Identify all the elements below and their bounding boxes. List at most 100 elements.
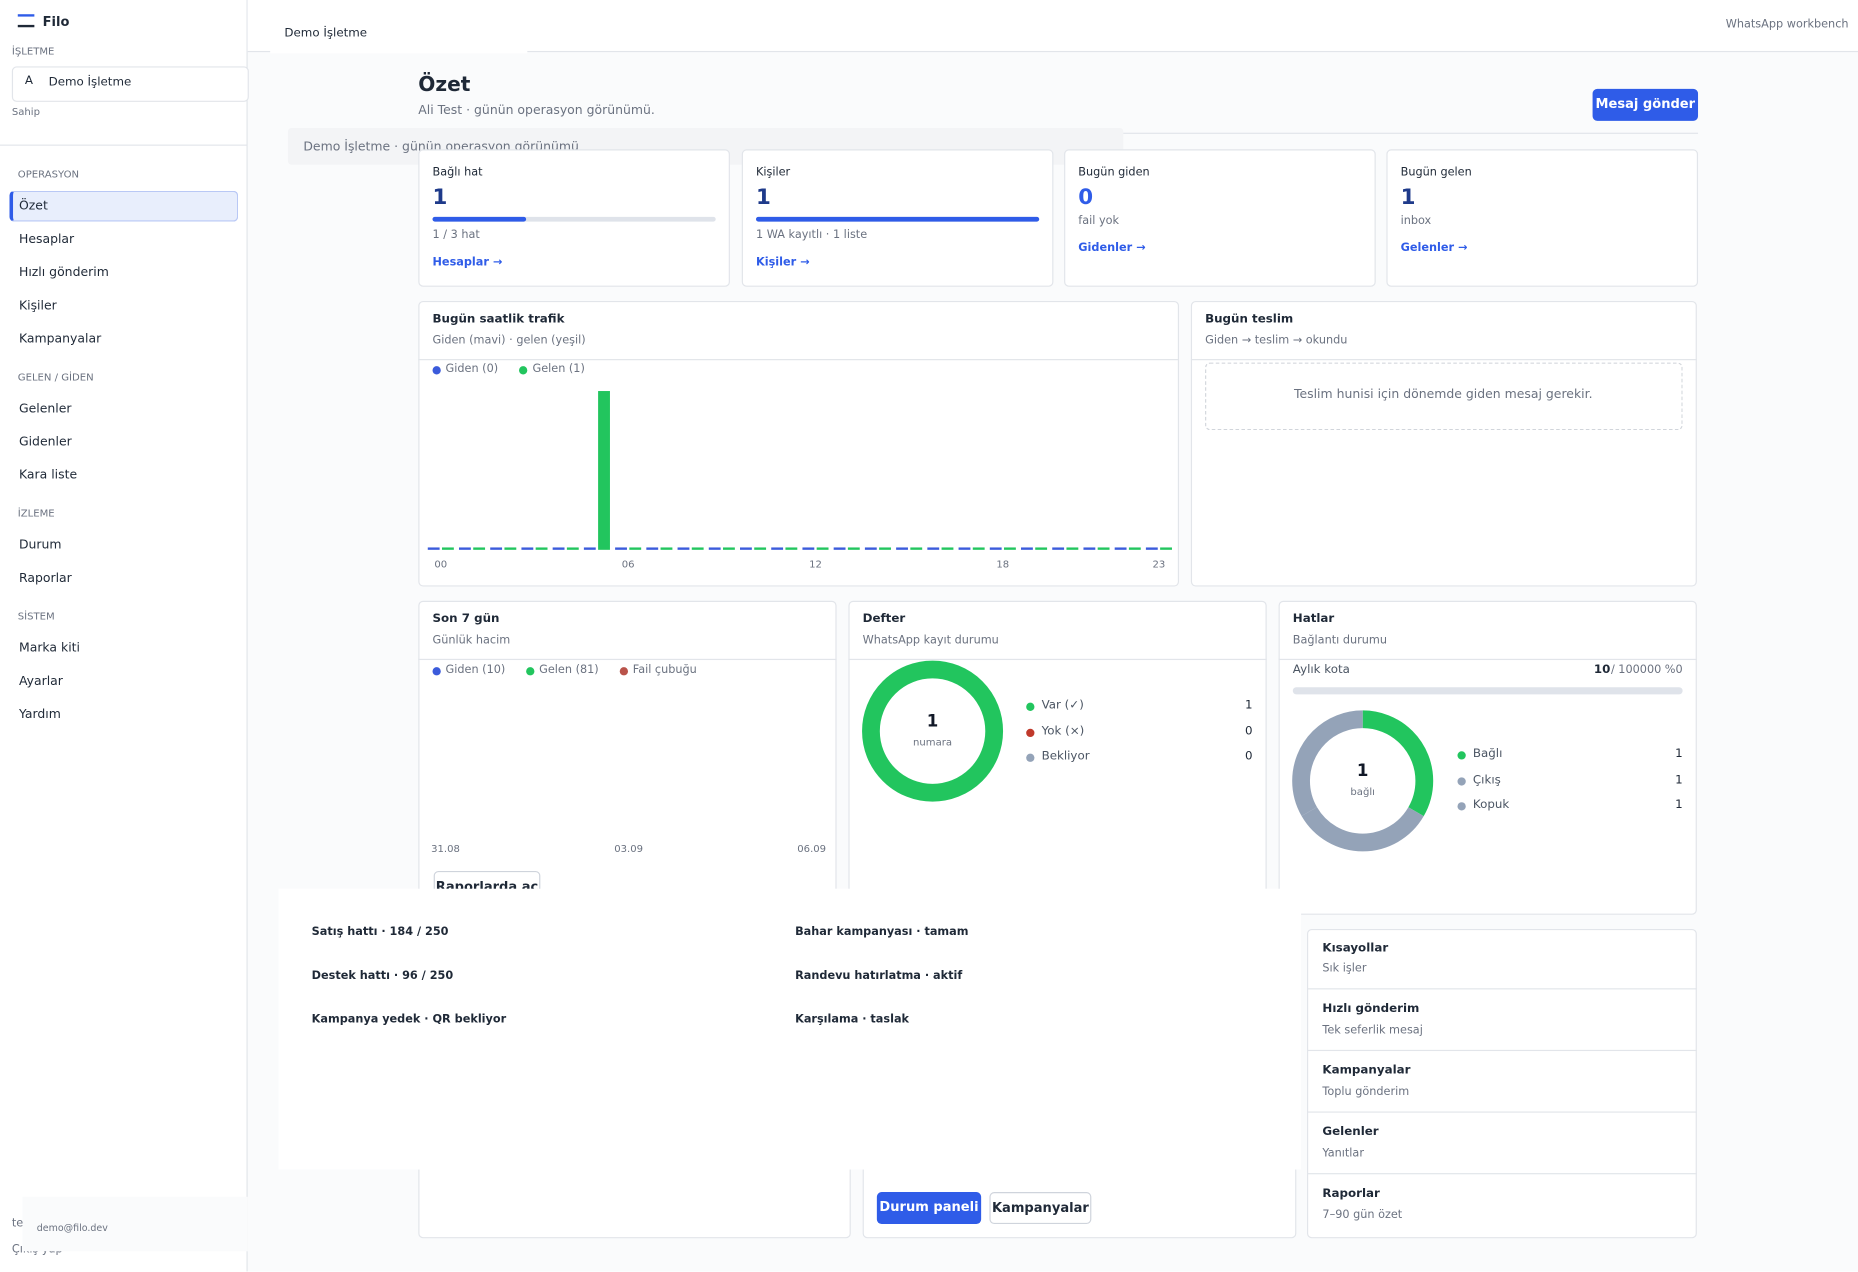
bar xyxy=(552,547,565,550)
bar xyxy=(646,547,659,550)
donut-center-label: bağlı xyxy=(1350,786,1375,798)
bar xyxy=(677,547,690,550)
stat-card xyxy=(1386,149,1699,287)
legend-label: Gelen (1) xyxy=(532,362,585,376)
card-divider xyxy=(1190,359,1697,361)
nav-item[interactable]: Kara liste xyxy=(18,468,78,483)
nav-item[interactable]: Gidenler xyxy=(18,434,72,450)
donut-segment xyxy=(862,660,1004,802)
send-button[interactable]: Mesaj gönder xyxy=(1592,88,1699,121)
nav-item[interactable]: Hızlı gönderim xyxy=(18,265,109,280)
stat-link[interactable]: Kişiler → xyxy=(755,255,810,269)
legend-dot xyxy=(432,667,441,676)
overlay-item[interactable]: Destek hattı · 96 / 250 xyxy=(311,969,454,983)
nav-item[interactable]: Ayarlar xyxy=(18,674,63,689)
overlay-item[interactable]: Satış hattı · 184 / 250 xyxy=(311,925,449,939)
nav-item[interactable]: Özet xyxy=(18,199,48,214)
user-partial: te xyxy=(11,1216,24,1230)
legend-label: Çıkış xyxy=(1472,773,1501,787)
stat-note: fail yok xyxy=(1078,214,1120,228)
legend-dot xyxy=(1457,751,1466,760)
x-tick-label: 12 xyxy=(809,560,822,571)
nav-item[interactable]: Raporlar xyxy=(18,571,72,586)
business-initial: A xyxy=(24,74,33,88)
stat-value: 1 xyxy=(755,184,771,210)
card-title: Bugün saatlik trafik xyxy=(432,312,565,326)
overlay-item[interactable]: Kampanya yedek · QR bekliyor xyxy=(311,1013,507,1027)
shortcut-title[interactable]: Gelenler xyxy=(1322,1125,1379,1139)
shortcuts-card xyxy=(1306,929,1697,1239)
nav-item[interactable]: Hesaplar xyxy=(18,232,75,247)
bar xyxy=(490,547,503,550)
action-button[interactable]: Durum paneli xyxy=(876,1192,982,1225)
donut-center-label: numara xyxy=(913,737,952,748)
lines-card xyxy=(1278,600,1697,915)
shortcut-title[interactable]: Hızlı gönderim xyxy=(1322,1002,1420,1016)
weekly-card xyxy=(418,600,837,909)
tab-label[interactable]: Demo İşletme xyxy=(284,27,368,41)
menu-icon[interactable] xyxy=(17,14,35,28)
overlay-item[interactable]: Bahar kampanyası · tamam xyxy=(795,925,969,939)
bar xyxy=(504,547,517,550)
bar xyxy=(1097,547,1110,550)
card-divider xyxy=(848,658,1267,661)
bar xyxy=(1114,547,1127,550)
quota-used: 10 xyxy=(1593,663,1611,677)
nav-item[interactable]: Gelenler xyxy=(18,401,72,416)
stat-note: inbox xyxy=(1400,214,1432,228)
tab[interactable] xyxy=(270,20,528,54)
donut-segment xyxy=(1292,710,1434,852)
progress-track xyxy=(432,216,716,222)
nav-item[interactable]: Durum xyxy=(18,537,62,553)
nav-item[interactable]: Kişiler xyxy=(18,298,57,313)
nav-item[interactable]: Kampanyalar xyxy=(18,331,102,347)
legend-value: 0 xyxy=(1244,750,1253,764)
donut-center-value: 1 xyxy=(1357,761,1369,780)
stat-link[interactable]: Hesaplar → xyxy=(432,255,503,269)
ledger-card xyxy=(848,600,1267,909)
bar xyxy=(847,547,860,550)
bar xyxy=(864,547,877,550)
card-subtitle: Günlük hacim xyxy=(432,633,511,647)
shortcut-title[interactable]: Raporlar xyxy=(1322,1187,1380,1201)
app-name: WhatsApp workbench xyxy=(1725,17,1849,31)
stat-card xyxy=(1064,149,1376,287)
legend-value: 1 xyxy=(1675,773,1683,787)
overlay-item[interactable]: Randevu hatırlatma · aktif xyxy=(795,969,963,983)
legend-value: 1 xyxy=(1244,699,1253,713)
bar xyxy=(566,547,579,550)
overlay-item[interactable]: Karşılama · taslak xyxy=(795,1013,910,1027)
card-divider xyxy=(1278,658,1697,661)
legend-dot xyxy=(526,667,535,676)
bar xyxy=(427,547,440,550)
legend-dot xyxy=(1457,776,1466,786)
stat-link[interactable]: Gelenler → xyxy=(1400,241,1468,255)
card-subtitle: WhatsApp kayıt durumu xyxy=(862,633,999,647)
bar xyxy=(535,547,548,550)
legend-dot xyxy=(619,667,629,676)
legend-label: Fail çubuğu xyxy=(632,663,697,677)
nav-group-title: SİSTEM xyxy=(17,611,55,624)
shortcut-title[interactable]: Kampanyalar xyxy=(1322,1064,1411,1078)
nav-item[interactable]: Yardım xyxy=(18,707,61,722)
bar xyxy=(1083,547,1096,550)
bar xyxy=(740,547,752,550)
x-tick-label: 18 xyxy=(996,560,1009,571)
empty-box xyxy=(1205,362,1683,431)
legend-dot xyxy=(519,366,528,375)
business-select[interactable] xyxy=(11,66,249,102)
legend-label: Kopuk xyxy=(1472,798,1510,812)
x-tick-label: 23 xyxy=(1153,560,1166,571)
legend-label: Giden (0) xyxy=(445,362,499,376)
x-tick-label: 03.09 xyxy=(614,844,643,855)
shortcut-desc: Tek seferlik mesaj xyxy=(1322,1023,1423,1037)
nav-item[interactable]: Marka kiti xyxy=(18,641,81,656)
bar xyxy=(833,547,846,550)
action-button[interactable]: Kampanyalar xyxy=(989,1192,1092,1225)
stat-link[interactable]: Gidenler → xyxy=(1078,241,1146,255)
shortcut-divider xyxy=(1306,988,1697,990)
shortcut-desc: Toplu gönderim xyxy=(1322,1085,1410,1099)
bar xyxy=(1004,547,1016,550)
